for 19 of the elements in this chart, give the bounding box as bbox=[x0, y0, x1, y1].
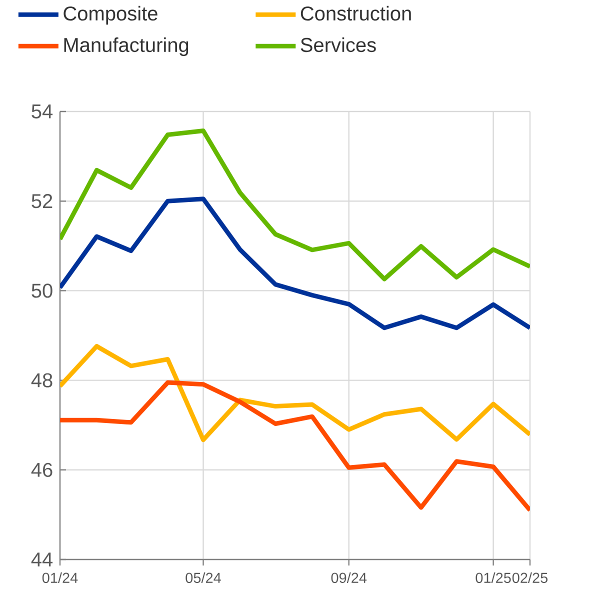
x-tick-label: 05/24 bbox=[186, 572, 221, 584]
y-tick-label: 54 bbox=[32, 104, 53, 118]
y-tick-label: 52 bbox=[32, 194, 52, 208]
line-series bbox=[60, 128, 530, 282]
legend-label: Manufacturing bbox=[64, 37, 188, 56]
legend-label: Composite bbox=[64, 6, 158, 25]
x-tick-label: 01/24 bbox=[42, 572, 78, 584]
line-series bbox=[60, 344, 530, 442]
y-tick-label: 44 bbox=[31, 552, 53, 566]
legend-label: Services bbox=[300, 37, 376, 52]
y-tick-label: 46 bbox=[31, 462, 52, 477]
line-series bbox=[60, 196, 530, 330]
x-tick-label: 09/24 bbox=[331, 572, 367, 584]
x-tick-label: 01/25 bbox=[476, 572, 511, 584]
y-tick-label: 48 bbox=[31, 373, 52, 388]
line-series bbox=[60, 380, 530, 512]
legend-label: Construction bbox=[300, 6, 411, 21]
x-tick-label: 02/25 bbox=[512, 572, 548, 584]
y-tick-label: 50 bbox=[32, 284, 52, 298]
